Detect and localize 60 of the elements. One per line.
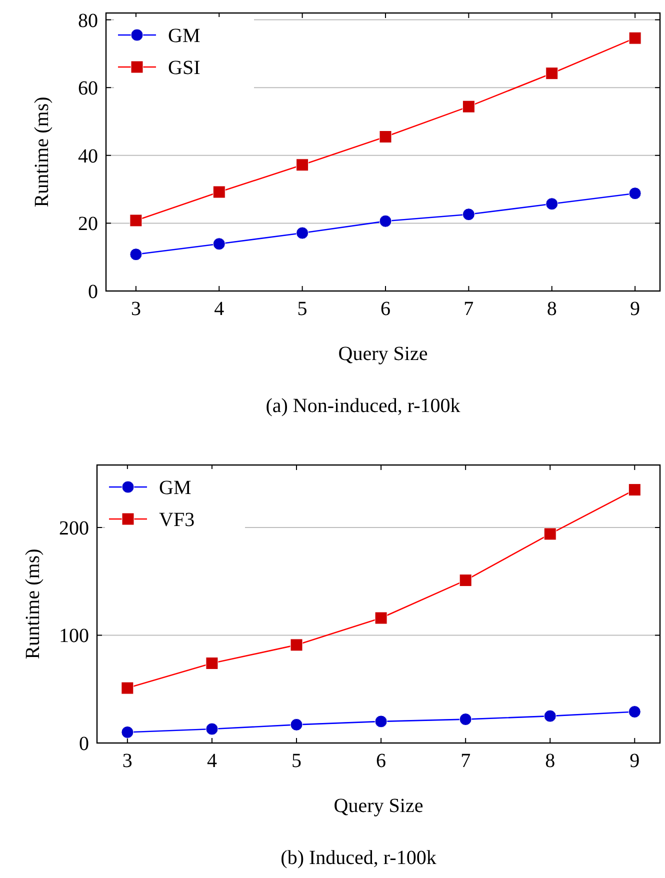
x-tick-label: 9 [630, 750, 640, 772]
point [379, 130, 392, 143]
point [459, 574, 472, 587]
x-axis-title: Query Size [334, 795, 424, 817]
x-tick-label: 7 [460, 750, 471, 772]
point [546, 67, 558, 80]
point [296, 158, 309, 172]
point [130, 248, 142, 261]
point [290, 718, 303, 731]
y-tick-label: 100 [59, 625, 89, 648]
y-tick-label: 40 [78, 145, 98, 168]
point [374, 715, 388, 728]
point [628, 484, 641, 496]
x-tick-label: 9 [630, 298, 640, 320]
point [462, 100, 475, 113]
point [121, 682, 134, 694]
point [462, 208, 475, 221]
point [130, 214, 142, 227]
y-tick-label: 0 [88, 281, 98, 303]
point [459, 713, 472, 726]
y-tick-label: 60 [78, 78, 98, 100]
x-axis-title: Query Size [338, 343, 428, 365]
point [544, 710, 556, 722]
x-tick-label: 3 [122, 750, 132, 772]
point [628, 32, 642, 44]
x-tick-label: 6 [376, 750, 386, 772]
point [296, 226, 309, 240]
x-tick-label: 5 [297, 298, 308, 320]
point [628, 706, 641, 718]
y-tick-label: 200 [59, 517, 89, 540]
point [121, 726, 134, 738]
legend-label: GM [159, 477, 192, 499]
x-tick-label: 6 [380, 298, 390, 320]
point [290, 638, 303, 652]
x-tick-label: 8 [546, 298, 557, 320]
point [206, 722, 218, 736]
legend-label: VF3 [159, 509, 195, 531]
text: (b) Induced, r-100k [280, 847, 436, 869]
legend-label: GM [168, 25, 200, 47]
point [544, 528, 556, 540]
point [546, 198, 558, 210]
y-axis-title: Runtime (ms) [22, 548, 44, 660]
x-tick-label: 5 [292, 750, 302, 772]
x-tick-label: 4 [206, 750, 217, 772]
text: (a) Non-induced, r-100k [266, 395, 460, 417]
y-tick-label: 0 [79, 733, 89, 755]
y-axis-title: Runtime (ms) [31, 96, 53, 208]
legend-label: GSI [168, 57, 200, 79]
point [206, 657, 218, 670]
y-tick-label: 20 [78, 213, 98, 236]
y-tick-label: 80 [78, 10, 98, 32]
x-tick-label: 7 [464, 298, 474, 320]
point [212, 238, 226, 250]
point [374, 612, 388, 624]
point [628, 187, 642, 200]
point [379, 214, 392, 228]
x-tick-label: 8 [545, 750, 556, 772]
x-tick-label: 3 [130, 298, 141, 320]
x-tick-label: 4 [214, 298, 224, 320]
point [212, 186, 226, 198]
